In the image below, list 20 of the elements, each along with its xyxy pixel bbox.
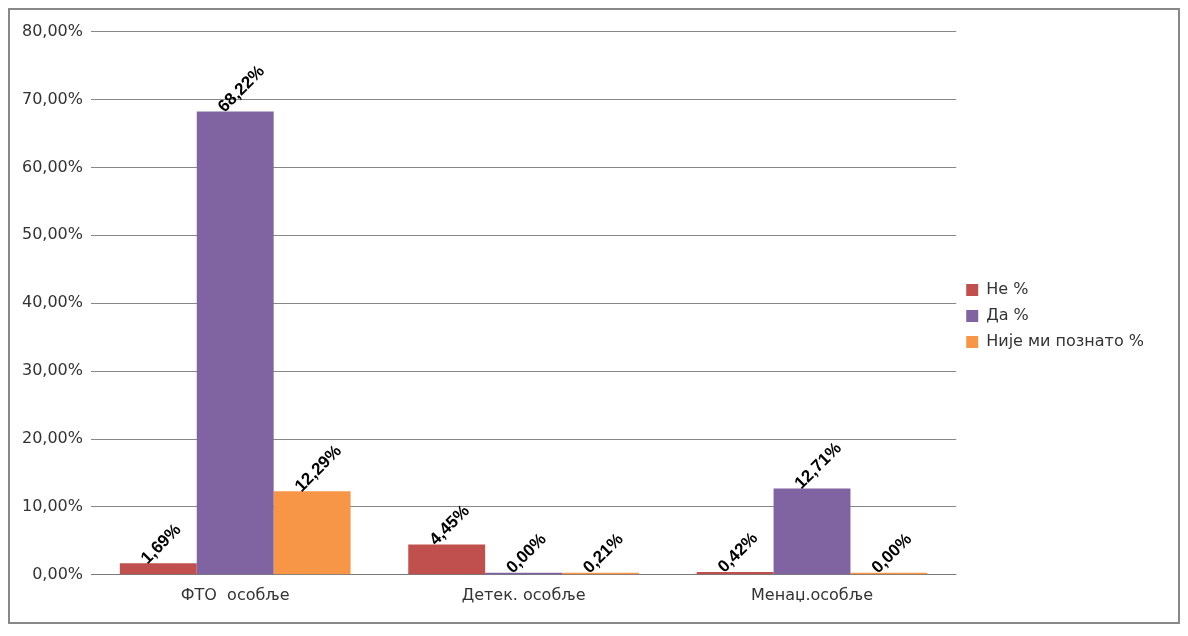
legend-label: Не % bbox=[986, 279, 1029, 299]
legend-label: Да % bbox=[986, 305, 1029, 325]
y-tick-label: 40,00% bbox=[21, 292, 84, 312]
y-tick-label: 20,00% bbox=[21, 428, 84, 448]
bar bbox=[773, 488, 851, 575]
bar bbox=[196, 111, 274, 575]
legend-label: Није ми познато % bbox=[986, 331, 1144, 351]
y-tick-label: 80,00% bbox=[21, 20, 84, 40]
x-tick-label: Детек. особље bbox=[461, 584, 586, 604]
x-tick-label: ФТО особље bbox=[180, 584, 290, 604]
y-tick-label: 60,00% bbox=[21, 156, 84, 176]
y-tick-label: 30,00% bbox=[21, 360, 84, 380]
y-tick-label: 0,00% bbox=[32, 563, 84, 583]
bar bbox=[119, 563, 197, 575]
x-tick-label: Менаџ.особље bbox=[751, 584, 874, 604]
y-tick-label: 50,00% bbox=[21, 224, 84, 244]
bar bbox=[408, 544, 486, 575]
y-tick-label: 10,00% bbox=[21, 496, 84, 516]
bar bbox=[273, 491, 351, 575]
y-tick-label: 70,00% bbox=[21, 88, 84, 108]
